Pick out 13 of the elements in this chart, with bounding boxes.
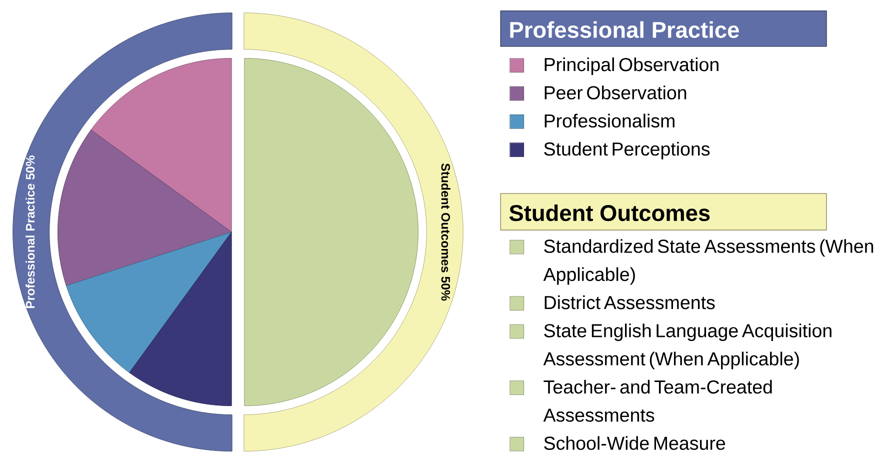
legend-label: Student Perceptions [544, 142, 710, 160]
text: Student Outcomes [509, 204, 710, 222]
text: State English Language Acquisition Assessment (When Applicable) [543, 323, 832, 370]
text: District Assessments [544, 295, 715, 310]
legend-label: Peer Observation [544, 86, 686, 100]
slice-label: Student Outcomes 50% [441, 163, 450, 301]
text: Teacher- and Team-Created Assessments [543, 380, 772, 422]
text: School-Wide Measure [544, 436, 726, 450]
legend-title: Professional Practice [510, 21, 739, 38]
legend-label: Professionalism [544, 114, 674, 128]
legend-label: Principal Observation [544, 57, 718, 75]
slice-label: Professional Practice 50% [26, 155, 35, 308]
text: Standardized State Assessments (When Applicable) [543, 239, 874, 285]
